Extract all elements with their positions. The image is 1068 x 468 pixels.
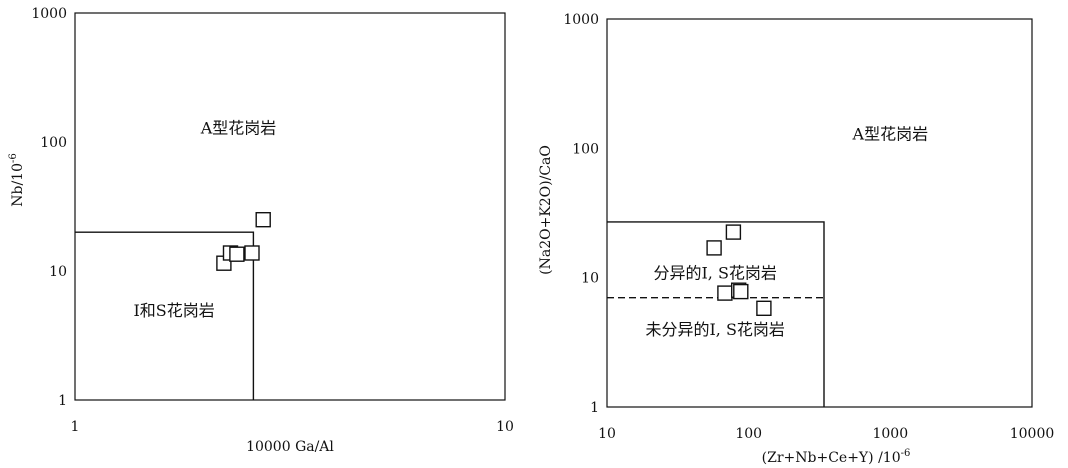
data-point [725, 224, 742, 240]
x-tick-label: 1000 [872, 426, 908, 442]
discrimination-boundaries [607, 221, 825, 407]
data-point [717, 285, 733, 301]
data-point [706, 240, 722, 256]
chart-ga-al-vs-nb: A型花岗岩 I和S花岗岩 1 10 1 10 100 1000 10000 Ga/Al N… [8, 6, 514, 455]
data-point [255, 211, 271, 228]
region-label: 未分异的I, S花岗岩 [645, 320, 784, 339]
y-tick-labels: 1 10 100 1000 [31, 6, 67, 409]
x-tick-label: 1 [71, 419, 80, 435]
y-tick-label: 1 [58, 393, 67, 409]
x-tick-label: 10 [496, 419, 514, 435]
x-axis-label: (Zr+Nb+Ce+Y) /10-6 [762, 448, 911, 466]
x-tick-label: 10000 [1010, 426, 1055, 442]
data-point [229, 246, 245, 262]
x-axis-label: 10000 Ga/Al [246, 439, 334, 455]
boundary-line [607, 221, 825, 407]
x-tick-labels: 10 100 1000 10000 [598, 426, 1054, 442]
data-point [756, 300, 772, 316]
y-tick-label: 100 [572, 141, 599, 157]
data-point [733, 283, 749, 300]
y-tick-label: 1 [590, 400, 599, 416]
discrimination-boundaries [75, 231, 255, 400]
plot-frame [606, 18, 1033, 408]
data-point [244, 245, 260, 261]
plot-frame [74, 12, 506, 401]
y-tick-label: 10 [581, 271, 599, 287]
y-tick-labels: 1 10 100 1000 [563, 12, 599, 416]
sample-points [706, 224, 772, 316]
region-label: A型花岗岩 [200, 118, 277, 137]
region-labels: A型花岗岩 I和S花岗岩 [133, 118, 276, 319]
y-tick-label: 1000 [31, 6, 67, 22]
region-label: 分异的I, S花岗岩 [653, 263, 776, 282]
y-tick-label: 10 [49, 264, 67, 280]
x-tick-label: 10 [598, 426, 616, 442]
y-tick-label: 100 [40, 135, 67, 151]
boundary-line [75, 231, 255, 400]
y-axis-label: (Na2O+K2O)/CaO [538, 145, 554, 275]
sample-points [216, 211, 271, 271]
x-tick-labels: 1 10 [71, 419, 514, 435]
region-label: I和S花岗岩 [133, 301, 214, 320]
y-tick-label: 1000 [563, 12, 599, 28]
x-tick-label: 100 [735, 426, 762, 442]
region-label: A型花岗岩 [852, 125, 929, 144]
y-axis-label: Nb/10-6 [8, 153, 26, 207]
